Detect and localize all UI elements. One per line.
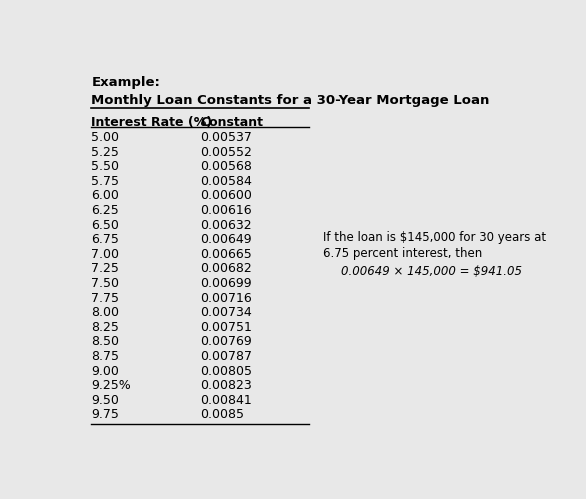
Text: 6.00: 6.00: [91, 189, 120, 203]
Text: 9.75: 9.75: [91, 408, 120, 421]
Text: 8.25: 8.25: [91, 321, 120, 334]
Text: 0.00734: 0.00734: [200, 306, 252, 319]
Text: 6.75: 6.75: [91, 233, 120, 246]
Text: 0.00682: 0.00682: [200, 262, 252, 275]
Text: 5.00: 5.00: [91, 131, 120, 144]
Text: 0.0085: 0.0085: [200, 408, 244, 421]
Text: 0.00600: 0.00600: [200, 189, 253, 203]
Text: 7.25: 7.25: [91, 262, 120, 275]
Text: 5.25: 5.25: [91, 146, 120, 159]
Text: 5.50: 5.50: [91, 160, 120, 173]
Text: 0.00841: 0.00841: [200, 394, 252, 407]
Text: 0.00552: 0.00552: [200, 146, 253, 159]
Text: 0.00805: 0.00805: [200, 365, 253, 378]
Text: 8.50: 8.50: [91, 335, 120, 348]
Text: 9.00: 9.00: [91, 365, 120, 378]
Text: Example:: Example:: [91, 76, 161, 89]
Text: 0.00537: 0.00537: [200, 131, 253, 144]
Text: 0.00823: 0.00823: [200, 379, 252, 392]
Text: 0.00616: 0.00616: [200, 204, 252, 217]
Text: 0.00751: 0.00751: [200, 321, 253, 334]
Text: If the loan is $145,000 for 30 years at: If the loan is $145,000 for 30 years at: [323, 231, 546, 244]
Text: 0.00699: 0.00699: [200, 277, 252, 290]
Text: 6.50: 6.50: [91, 219, 120, 232]
Text: 8.00: 8.00: [91, 306, 120, 319]
Text: 6.75 percent interest, then: 6.75 percent interest, then: [323, 248, 482, 260]
Text: 0.00568: 0.00568: [200, 160, 253, 173]
Text: 8.75: 8.75: [91, 350, 120, 363]
Text: 0.00584: 0.00584: [200, 175, 253, 188]
Text: 7.75: 7.75: [91, 291, 120, 304]
Text: 0.00769: 0.00769: [200, 335, 252, 348]
Text: 7.00: 7.00: [91, 248, 120, 261]
Text: 0.00716: 0.00716: [200, 291, 252, 304]
Text: 9.50: 9.50: [91, 394, 120, 407]
Text: 6.25: 6.25: [91, 204, 119, 217]
Text: 0.00649: 0.00649: [200, 233, 252, 246]
Text: 9.25%: 9.25%: [91, 379, 131, 392]
Text: 5.75: 5.75: [91, 175, 120, 188]
Text: Interest Rate (%): Interest Rate (%): [91, 116, 213, 129]
Text: Constant: Constant: [200, 116, 264, 129]
Text: 7.50: 7.50: [91, 277, 120, 290]
Text: Monthly Loan Constants for a 30-Year Mortgage Loan: Monthly Loan Constants for a 30-Year Mor…: [91, 94, 490, 107]
Text: 0.00665: 0.00665: [200, 248, 252, 261]
Text: 0.00632: 0.00632: [200, 219, 252, 232]
Text: 0.00649 × 145,000 = $941.05: 0.00649 × 145,000 = $941.05: [341, 265, 522, 278]
Text: 0.00787: 0.00787: [200, 350, 253, 363]
